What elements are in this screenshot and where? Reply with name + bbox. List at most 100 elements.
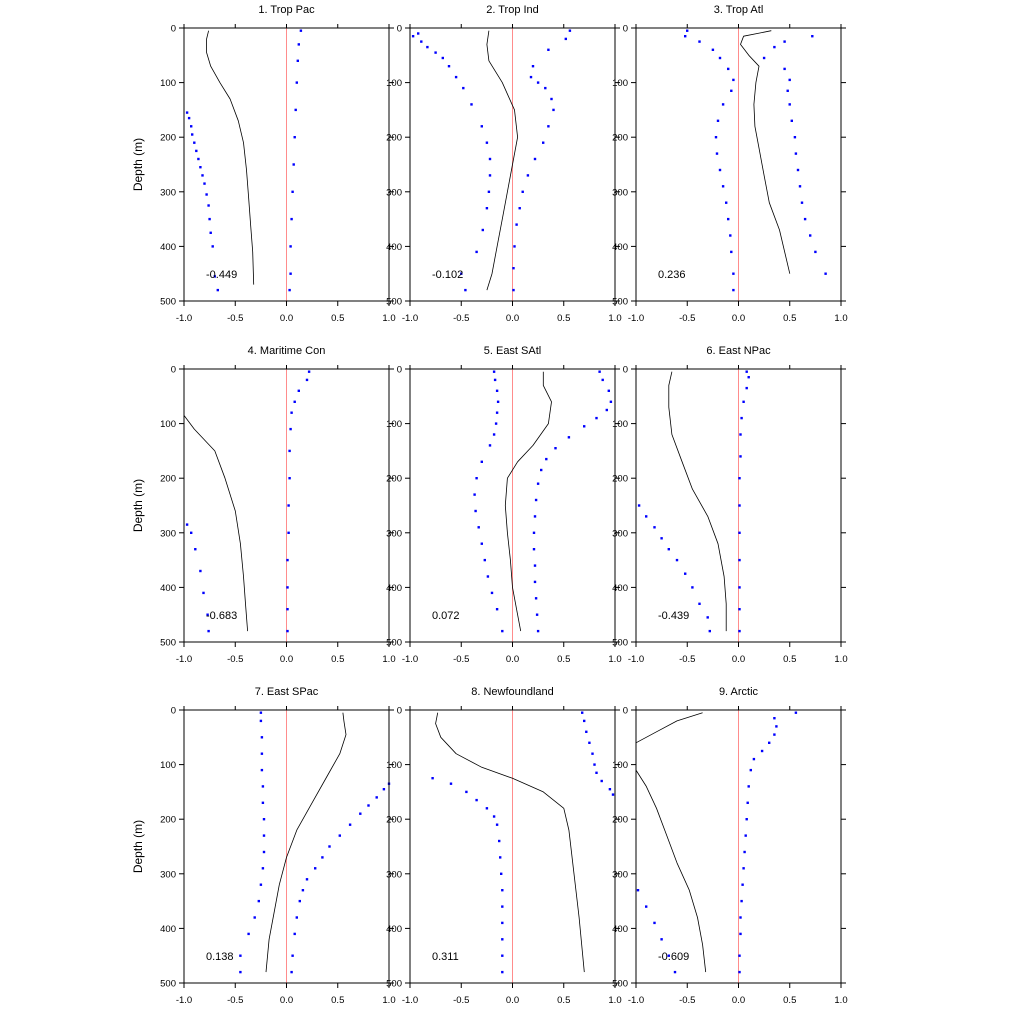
x-tick-label: -0.5: [227, 995, 243, 1006]
confidence-point: [645, 515, 648, 518]
confidence-point: [718, 168, 722, 172]
panel-title: 6. East NPac: [706, 345, 771, 357]
confidence-point: [314, 867, 317, 870]
y-tick-label: 100: [160, 78, 176, 89]
confidence-point: [727, 217, 730, 221]
confidence-point: [492, 433, 496, 436]
confidence-point: [293, 932, 296, 936]
confidence-point: [290, 411, 293, 414]
x-tick-label: -1.0: [176, 654, 192, 665]
confidence-point: [824, 272, 827, 275]
confidence-point: [814, 250, 817, 254]
confidence-point: [547, 125, 550, 128]
y-tick-label: 100: [160, 760, 176, 771]
confidence-point: [449, 782, 453, 785]
x-tick-label: 1.0: [608, 654, 621, 665]
y-tick-label: 300: [386, 869, 402, 880]
confidence-point: [605, 408, 608, 412]
y-tick-label: 200: [612, 815, 628, 826]
confidence-point: [800, 201, 804, 204]
confidence-point: [773, 717, 776, 720]
x-tick-label: -0.5: [679, 995, 695, 1006]
confidence-point: [480, 125, 483, 128]
confidence-point: [411, 35, 415, 38]
confidence-point: [262, 818, 266, 821]
confidence-point: [745, 818, 748, 821]
y-tick-label: 300: [160, 528, 176, 539]
y-tick-label: 0: [397, 365, 402, 376]
confidence-point: [259, 883, 263, 886]
panel-5: 5. East SAtl -1.0 -0.5 0.0 0.5 1.0 0 100 200 300 4…: [386, 345, 621, 665]
confidence-point: [609, 400, 613, 403]
confidence-point: [788, 78, 791, 82]
y-tick-label: 300: [386, 187, 402, 198]
x-tick-label: 0.0: [732, 313, 745, 324]
y-tick-label: 100: [386, 760, 402, 771]
confidence-point: [382, 788, 386, 791]
x-tick-label: 0.5: [783, 313, 796, 324]
confidence-point: [742, 867, 745, 870]
panel-title: 2. Trop Ind: [486, 4, 539, 16]
x-tick-label: 1.0: [834, 313, 847, 324]
confidence-point: [296, 59, 299, 62]
confidence-point: [786, 89, 789, 92]
x-tick-label: 0.5: [783, 995, 796, 1006]
y-tick-label: 0: [397, 706, 402, 717]
confidence-point: [544, 86, 547, 90]
correlation-value: -0.609: [658, 951, 689, 963]
confidence-point: [261, 867, 265, 870]
confidence-point: [206, 613, 209, 616]
x-tick-label: 0.0: [506, 313, 519, 324]
confidence-point: [600, 779, 603, 783]
confidence-point: [534, 498, 538, 502]
confidence-point: [253, 916, 256, 919]
panel-1: 1. Trop Pac -1.0 -0.5 0.0 0.5 1.0 0 100 200 300 40…: [131, 4, 396, 324]
confidence-point: [739, 433, 742, 436]
y-tick-label: 100: [612, 760, 628, 771]
x-tick-label: 0.5: [557, 313, 570, 324]
confidence-point: [660, 938, 663, 941]
y-tick-label: 500: [386, 297, 402, 308]
confidence-point: [488, 157, 492, 161]
confidence-point: [297, 389, 300, 392]
confidence-point: [485, 207, 489, 210]
confidence-point: [512, 267, 515, 270]
y-tick-label: 0: [623, 706, 628, 717]
x-tick-label: 1.0: [382, 654, 395, 665]
confidence-point: [299, 29, 303, 32]
confidence-point: [338, 834, 341, 837]
confidence-point: [738, 504, 741, 507]
x-tick-label: -0.5: [453, 654, 469, 665]
x-tick-label: -0.5: [679, 313, 695, 324]
confidence-point: [293, 400, 296, 403]
confidence-point: [328, 845, 331, 848]
panel-title: 9. Arctic: [719, 686, 759, 698]
confidence-point: [375, 796, 378, 799]
confidence-point: [498, 839, 501, 843]
confidence-point: [743, 850, 746, 854]
confidence-point: [247, 932, 250, 936]
confidence-point: [739, 916, 742, 919]
x-tick-label: 0.5: [557, 654, 570, 665]
y-tick-label: 500: [612, 979, 628, 990]
y-tick-label: 400: [386, 924, 402, 935]
confidence-point: [291, 190, 294, 193]
confidence-point: [417, 32, 420, 35]
confidence-point: [788, 103, 791, 106]
confidence-point: [607, 389, 610, 392]
y-tick-label: 500: [160, 297, 176, 308]
confidence-point: [740, 899, 743, 903]
confidence-point: [730, 89, 733, 92]
x-tick-label: -0.5: [453, 995, 469, 1006]
x-tick-label: 1.0: [834, 654, 847, 665]
y-axis-label: Depth (m): [131, 820, 145, 873]
confidence-point: [464, 288, 467, 292]
confidence-point: [286, 586, 289, 589]
confidence-point: [197, 157, 200, 161]
y-tick-label: 100: [386, 419, 402, 430]
y-tick-label: 400: [386, 242, 402, 253]
correlation-line: [740, 30, 791, 274]
confidence-point: [260, 736, 264, 739]
y-tick-label: 400: [612, 242, 628, 253]
confidence-point: [209, 231, 212, 234]
